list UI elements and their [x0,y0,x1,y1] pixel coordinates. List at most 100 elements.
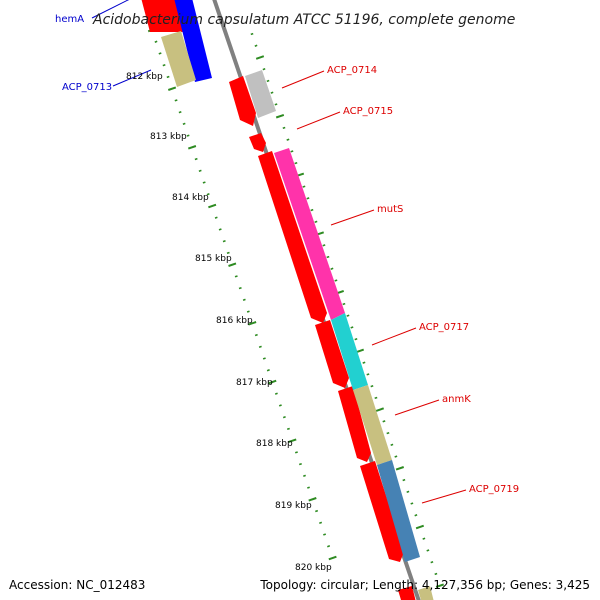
gene-label-acp0713[interactable]: ACP_0713 [62,82,112,93]
minor-tick [274,103,278,106]
gene-feature-red-2[interactable] [315,320,349,388]
minor-tick [434,572,438,576]
major-tick [308,497,317,502]
gene-label-acp0714[interactable]: ACP_0714 [327,65,377,76]
minor-tick [286,427,290,431]
minor-tick [350,326,354,329]
leader-line-acp0715 [296,111,341,130]
minor-tick [254,333,258,337]
minor-tick [178,110,182,114]
minor-tick [382,420,386,423]
topology-info: Topology: circular; Length: 4,127,356 bp… [260,578,590,592]
minor-tick [315,509,319,513]
tick-label: 818 kbp [256,439,293,449]
minor-tick [282,126,286,130]
minor-tick [202,181,206,184]
gene-feature-anmk[interactable] [353,385,392,465]
major-tick [167,86,177,91]
minor-tick [194,157,198,161]
minor-tick [246,310,250,313]
minor-tick [394,455,398,458]
gene-label-anmk[interactable]: anmK [442,394,471,405]
minor-tick [426,549,430,552]
gene-feature-acp0714-red[interactable] [229,76,256,126]
gene-feature-acp0717[interactable] [331,313,368,390]
gene-label-acp0719[interactable]: ACP_0719 [469,484,519,495]
tick-label: 817 kbp [236,378,273,388]
minor-tick [294,161,298,165]
minor-tick [386,431,390,435]
minor-tick [330,267,334,270]
minor-tick [282,416,286,419]
minor-tick [266,79,270,83]
tick-label: 814 kbp [172,193,209,203]
gene-feature-acp0713[interactable] [161,31,196,87]
minor-tick [154,40,158,43]
accession-info: Accession: NC_012483 [9,578,146,592]
minor-tick [262,357,266,360]
major-tick [268,379,277,385]
minor-tick [258,345,262,348]
minor-tick [250,32,254,36]
minor-tick [406,490,410,493]
major-tick [208,203,217,209]
minor-tick [402,478,406,482]
minor-tick [362,361,366,364]
tick-label: 820 kbp [295,563,332,573]
gene-feature-bottom-red[interactable] [398,586,418,600]
leader-line-acp0713 [112,69,152,87]
minor-tick [374,396,378,400]
leader-line-anmk [394,399,440,416]
gene-label-hema[interactable]: hemA [55,14,84,25]
minor-tick [162,64,166,67]
gene-feature-red-1[interactable] [258,151,327,323]
minor-tick [326,255,330,259]
gene-feature-acp0714-grey[interactable] [245,70,276,118]
gene-label-acp0717[interactable]: ACP_0717 [419,322,469,333]
minor-tick [334,279,338,282]
minor-tick [310,208,314,212]
label-leader-lines [91,0,467,504]
minor-tick [274,392,278,395]
minor-tick [158,52,162,55]
tick-label: 819 kbp [275,501,312,511]
tick-label: 816 kbp [216,316,253,326]
gene-label-muts[interactable]: mutS [377,204,403,215]
minor-tick [234,275,238,278]
gene-feature-red-3[interactable] [338,386,371,462]
gene-label-acp0715[interactable]: ACP_0715 [343,106,393,117]
minor-tick [414,514,418,517]
gene-feature-red-4[interactable] [360,461,404,562]
minor-tick [410,502,414,505]
gene-feature-hema-blue[interactable] [172,0,212,82]
minor-tick [214,216,218,219]
gene-feature-bottom-khaki[interactable] [418,586,436,600]
minor-tick [294,451,298,454]
minor-tick [430,561,434,564]
major-tick [328,555,337,561]
minor-tick [342,302,346,306]
minor-tick [286,138,290,141]
minor-tick [206,193,210,196]
major-tick [355,348,365,354]
minor-tick [278,404,282,407]
major-tick [288,438,297,443]
minor-tick [238,286,242,290]
minor-tick [319,521,323,524]
minor-tick [307,486,310,489]
gene-feature-muts[interactable] [274,148,345,320]
minor-tick [327,545,331,548]
minor-tick [422,537,426,540]
gene-feature-acp0715[interactable] [249,133,266,152]
minor-tick [218,228,222,231]
minor-tick [262,68,266,71]
gene-feature-acp0719[interactable] [377,460,420,562]
minor-tick [222,240,226,243]
major-tick [435,583,445,588]
gene-feature-hema[interactable] [139,0,184,32]
tick-label: 813 kbp [150,132,187,142]
minor-tick [366,373,370,376]
major-tick [248,321,257,326]
minor-tick [254,44,258,47]
